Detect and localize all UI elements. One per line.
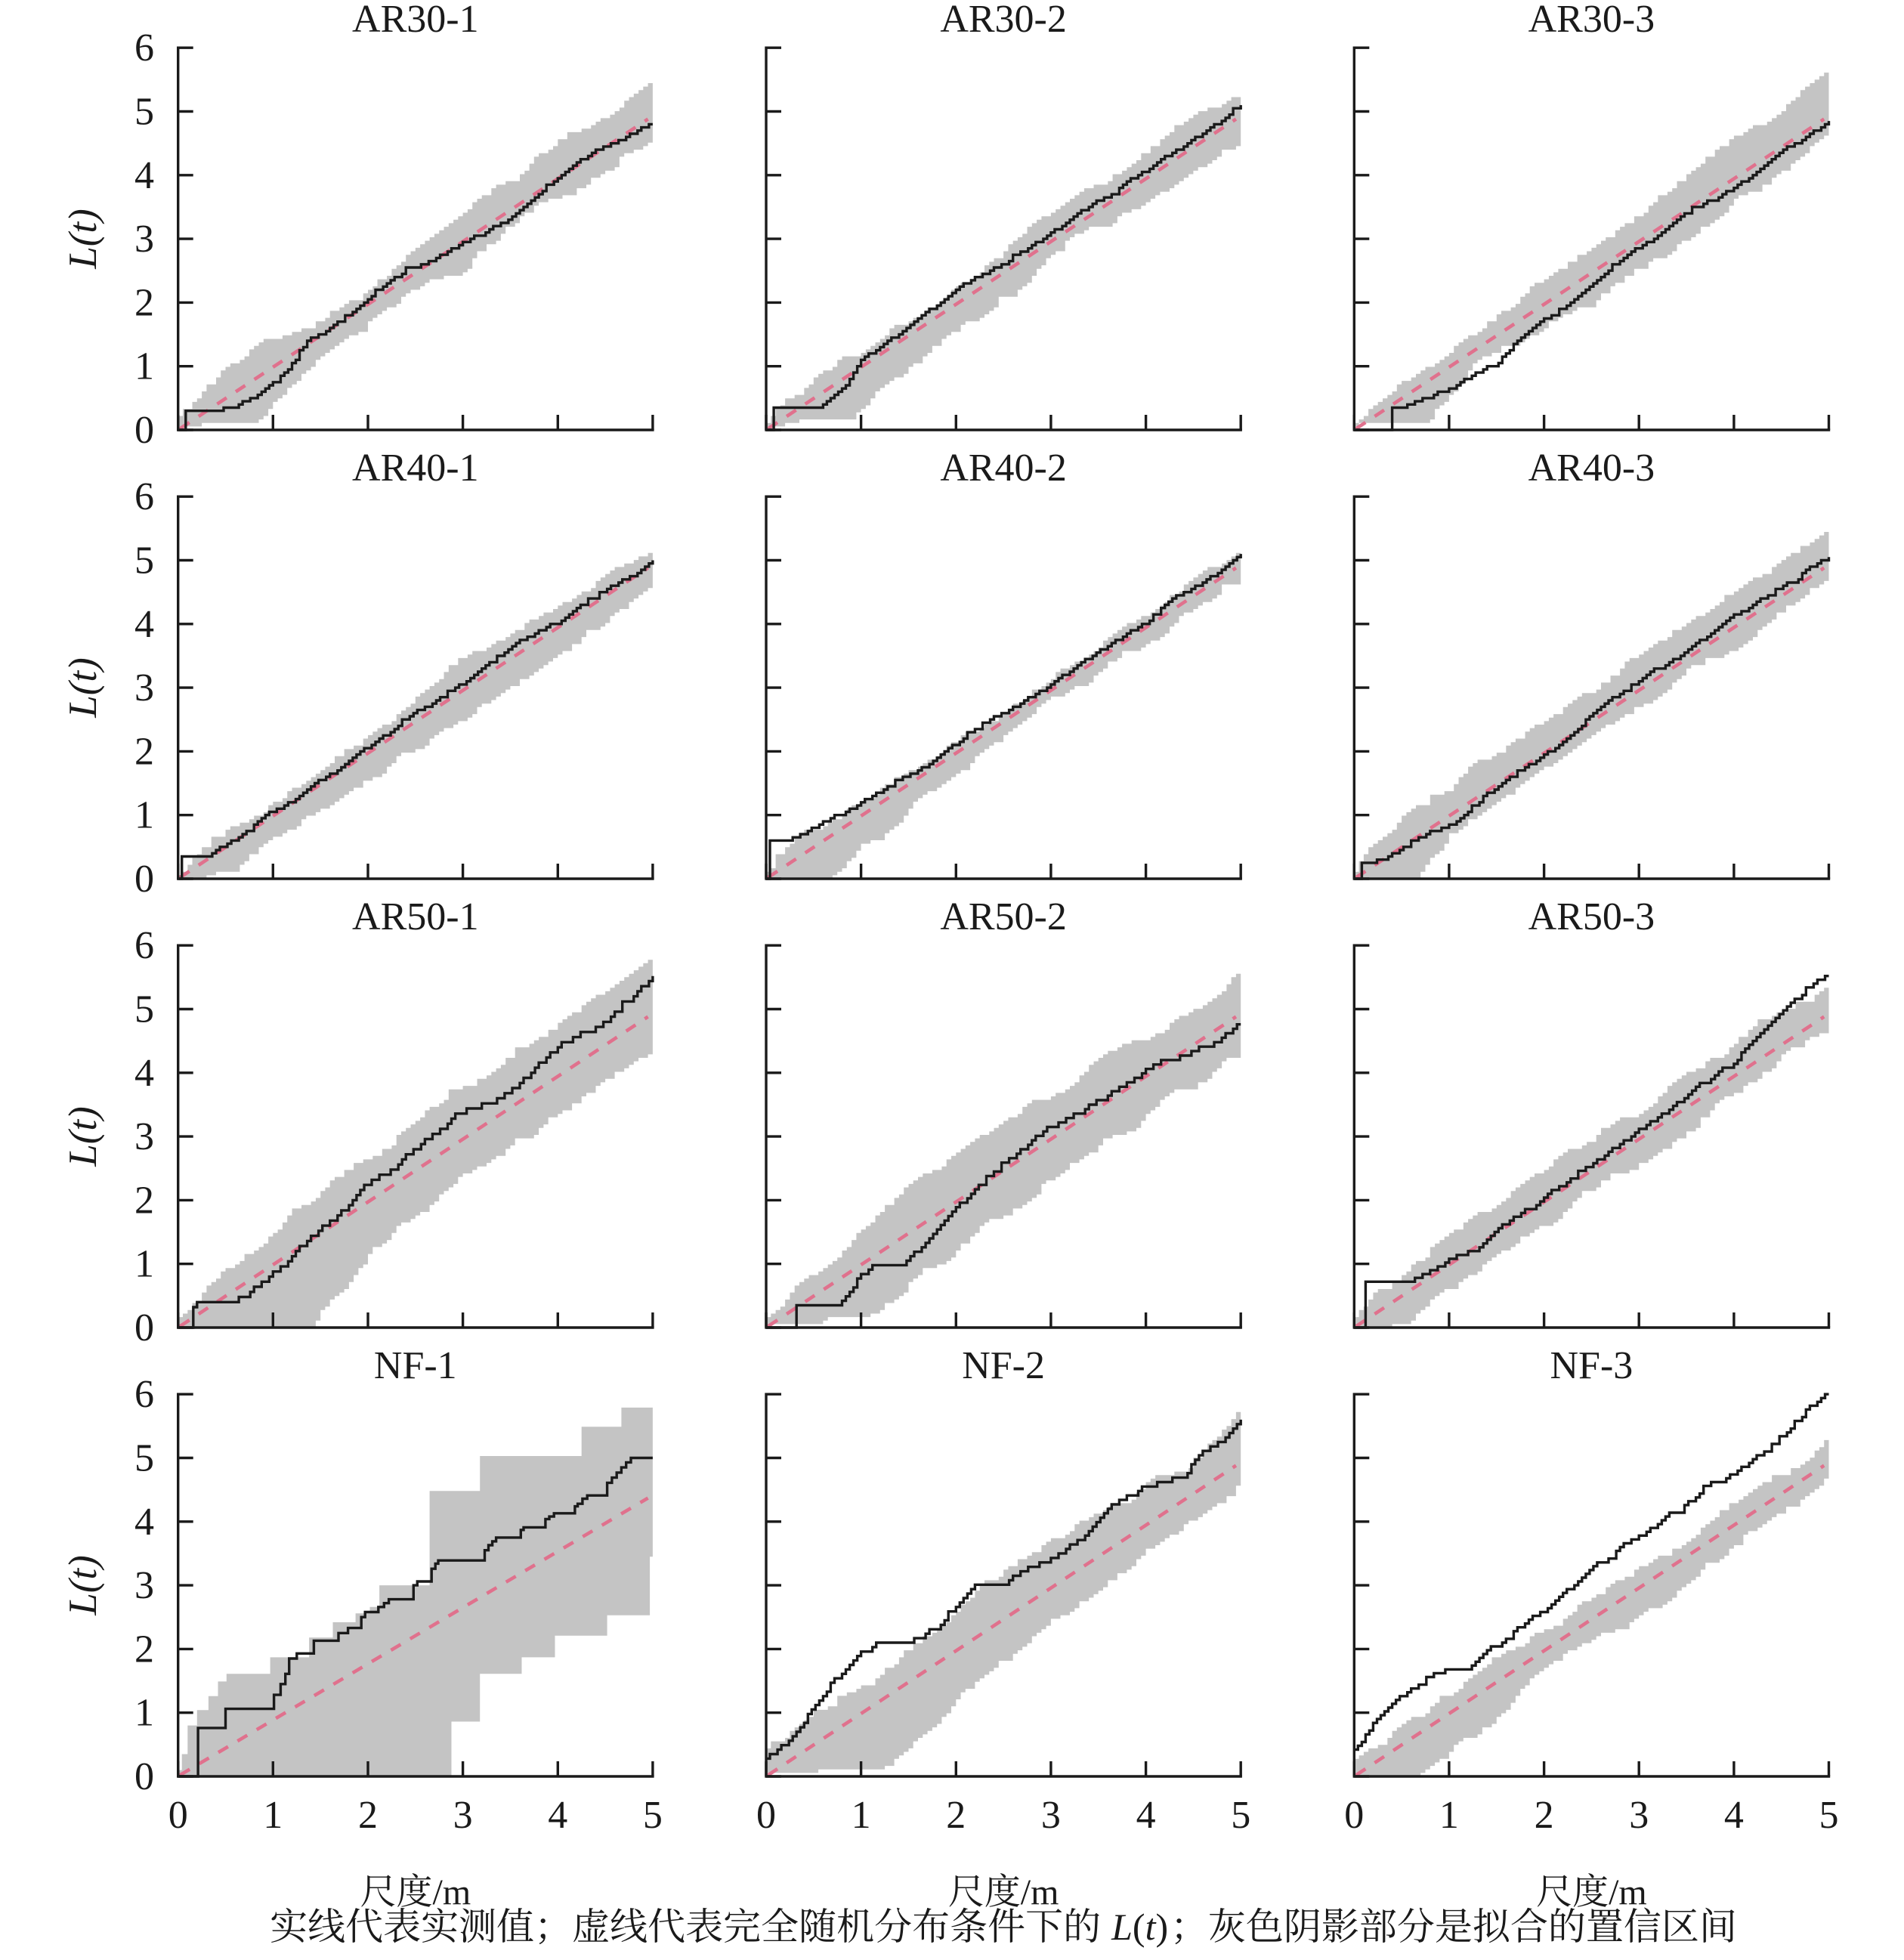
svg-text:5: 5 (1231, 1794, 1250, 1837)
svg-text:3: 3 (134, 1115, 154, 1158)
svg-text:0: 0 (756, 1794, 776, 1837)
svg-text:0: 0 (134, 1755, 154, 1798)
svg-text:/m: /m (1609, 1872, 1647, 1912)
svg-text:5: 5 (134, 1437, 154, 1480)
svg-text:3: 3 (134, 1564, 154, 1607)
svg-text:AR50-2: AR50-2 (940, 895, 1067, 938)
svg-text:L(t): L(t) (61, 1106, 105, 1167)
svg-text:4: 4 (134, 603, 154, 646)
svg-text:2: 2 (134, 1179, 154, 1222)
svg-text:AR40-1: AR40-1 (352, 447, 479, 490)
svg-text:L(t): L(t) (61, 209, 105, 270)
svg-text:1: 1 (1439, 1794, 1459, 1837)
svg-text:0: 0 (168, 1794, 188, 1837)
svg-text:1: 1 (134, 1243, 154, 1286)
svg-text:4: 4 (134, 1052, 154, 1095)
svg-text:AR30-3: AR30-3 (1528, 0, 1655, 41)
svg-text:AR40-2: AR40-2 (940, 447, 1067, 490)
svg-text:/m: /m (433, 1872, 471, 1912)
svg-text:1: 1 (134, 345, 154, 388)
svg-text:5: 5 (134, 91, 154, 134)
svg-text:AR30-2: AR30-2 (940, 0, 1067, 41)
svg-text:3: 3 (453, 1794, 473, 1837)
svg-text:AR50-3: AR50-3 (1528, 895, 1655, 938)
svg-text:4: 4 (134, 1501, 154, 1544)
svg-text:6: 6 (134, 1373, 154, 1416)
svg-text:2: 2 (1535, 1794, 1554, 1837)
svg-text:1: 1 (263, 1794, 283, 1837)
svg-text:0: 0 (134, 1306, 154, 1349)
svg-text:4: 4 (1724, 1794, 1744, 1837)
svg-text:0: 0 (134, 858, 154, 901)
svg-text:2: 2 (946, 1794, 966, 1837)
svg-text:3: 3 (1629, 1794, 1649, 1837)
svg-text:3: 3 (1041, 1794, 1061, 1837)
svg-text:4: 4 (548, 1794, 567, 1837)
svg-text:1: 1 (134, 794, 154, 837)
svg-text:L(t): L(t) (61, 1555, 105, 1616)
svg-text:4: 4 (1136, 1794, 1156, 1837)
svg-text:NF-1: NF-1 (374, 1344, 457, 1387)
svg-text:6: 6 (134, 475, 154, 518)
svg-text:AR50-1: AR50-1 (352, 895, 479, 938)
svg-text:5: 5 (1819, 1794, 1839, 1837)
svg-text:L(t): L(t) (61, 657, 105, 719)
svg-text:6: 6 (134, 26, 154, 70)
svg-text:5: 5 (643, 1794, 663, 1837)
svg-text:AR40-3: AR40-3 (1528, 447, 1655, 490)
svg-text:3: 3 (134, 218, 154, 261)
svg-text:4: 4 (134, 154, 154, 197)
svg-text:0: 0 (134, 409, 154, 452)
svg-text:5: 5 (134, 539, 154, 583)
svg-text:NF-3: NF-3 (1550, 1344, 1634, 1387)
svg-text:/m: /m (1021, 1872, 1059, 1912)
svg-text:2: 2 (134, 730, 154, 773)
svg-text:AR30-1: AR30-1 (352, 0, 479, 41)
svg-text:NF-2: NF-2 (962, 1344, 1045, 1387)
svg-text:L(t): L(t) (1111, 1906, 1168, 1948)
svg-text:2: 2 (358, 1794, 378, 1837)
svg-text:2: 2 (134, 1628, 154, 1671)
svg-text:0: 0 (1344, 1794, 1364, 1837)
svg-text:6: 6 (134, 924, 154, 967)
svg-text:3: 3 (134, 666, 154, 709)
svg-text:2: 2 (134, 281, 154, 324)
svg-text:1: 1 (134, 1692, 154, 1735)
svg-text:1: 1 (852, 1794, 871, 1837)
svg-text:5: 5 (134, 988, 154, 1031)
